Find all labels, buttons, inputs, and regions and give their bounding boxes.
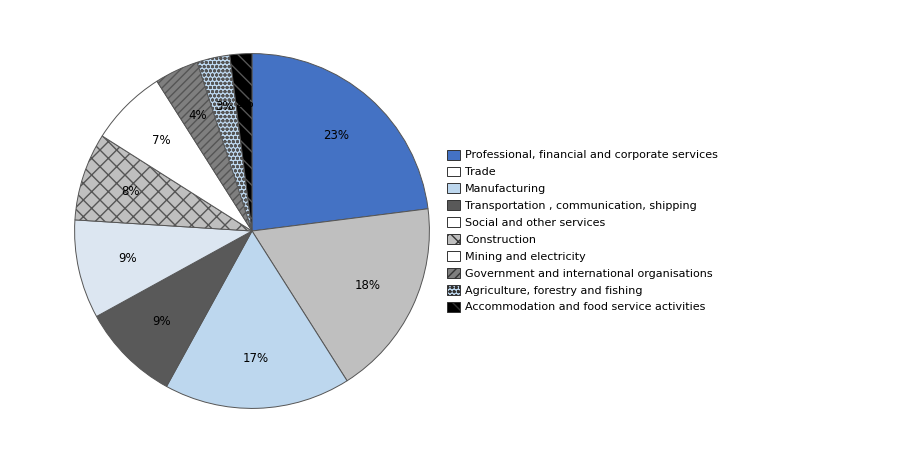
Text: 23%: 23% bbox=[323, 129, 349, 142]
Text: 4%: 4% bbox=[188, 109, 207, 122]
Text: 2%: 2% bbox=[235, 97, 253, 110]
Wedge shape bbox=[252, 54, 428, 231]
Text: 8%: 8% bbox=[122, 185, 140, 198]
Text: 18%: 18% bbox=[355, 279, 381, 292]
Wedge shape bbox=[252, 209, 429, 381]
Text: 9%: 9% bbox=[152, 315, 171, 328]
Text: 3%: 3% bbox=[215, 100, 233, 113]
Wedge shape bbox=[75, 136, 252, 231]
Wedge shape bbox=[96, 231, 252, 387]
Wedge shape bbox=[103, 81, 252, 231]
Wedge shape bbox=[75, 220, 252, 316]
Wedge shape bbox=[197, 55, 252, 231]
Legend: Professional, financial and corporate services, Trade, Manufacturing, Transporta: Professional, financial and corporate se… bbox=[443, 145, 723, 317]
Text: 9%: 9% bbox=[118, 252, 137, 265]
Wedge shape bbox=[230, 54, 252, 231]
Wedge shape bbox=[166, 231, 347, 408]
Wedge shape bbox=[157, 62, 252, 231]
Text: 17%: 17% bbox=[243, 352, 269, 365]
Text: 7%: 7% bbox=[152, 134, 171, 147]
